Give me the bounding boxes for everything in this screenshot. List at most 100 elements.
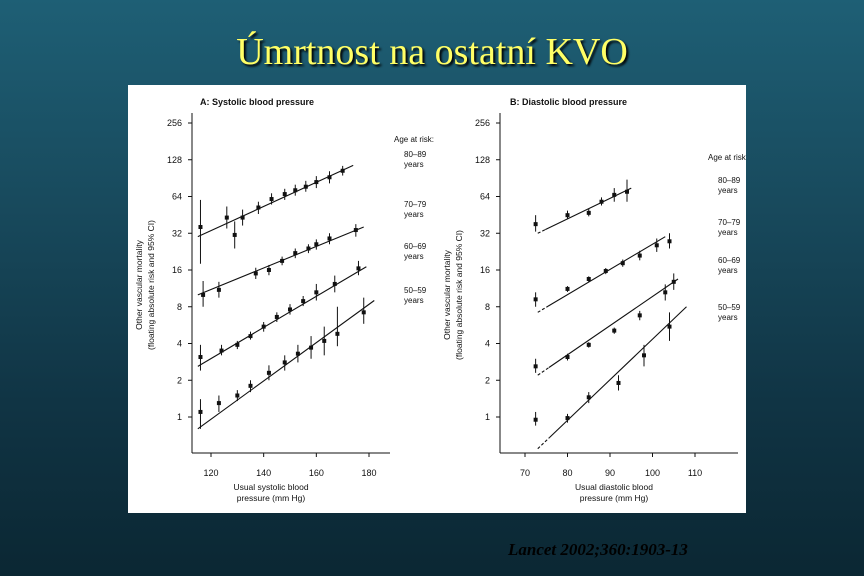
chart2-ytick-label: 16 [480, 265, 490, 275]
chart1-series2-point [216, 287, 221, 292]
chart1-series3-point [332, 281, 337, 286]
chart2-series1-point [586, 210, 591, 215]
chart2-series3-fit-line [548, 278, 679, 368]
chart1-series1-point [256, 205, 261, 210]
chart2-series1-point [565, 213, 570, 218]
chart1-series2-point [314, 242, 319, 247]
chart2-xlabel-line2: pressure (mm Hg) [580, 493, 649, 503]
chart2-series1-point [599, 199, 604, 204]
chart2-ytick-label: 64 [480, 192, 490, 202]
chart1-ytick-label: 128 [167, 155, 182, 165]
chart2-series3-point [533, 364, 538, 369]
chart2-series1-legend-label: 80–89 [718, 176, 741, 185]
chart1-ylabel-line1: Other vascular mortality [134, 239, 144, 329]
chart2-series4-point [667, 324, 672, 329]
chart1-series4-fit-line [197, 300, 375, 430]
chart2-series2-point [637, 253, 642, 258]
chart1-xtick-label: 160 [309, 468, 324, 478]
chart2-ylabel-line2: (floating absolute risk and 95% CI) [454, 230, 464, 360]
chart2-series2-point [620, 261, 625, 266]
chart1-series2-point [327, 236, 332, 241]
chart1-ytick-label: 2 [177, 375, 182, 385]
chart1-series3-point [356, 266, 361, 271]
chart2-series1-legend-unit: years [718, 186, 738, 195]
chart2-series4-fit-dashed [537, 436, 551, 450]
chart2-series3-point [671, 279, 676, 284]
chart2-series3-point [612, 328, 617, 333]
chart1-series3-point [219, 348, 224, 353]
chart1-series2-point [253, 271, 258, 276]
chart1-series1-point [224, 215, 229, 220]
chart1-series1-point [340, 168, 345, 173]
chart2-series2-fit-dashed [537, 305, 549, 313]
chart1-series4-point [198, 409, 203, 414]
chart1-series4-point [235, 393, 240, 398]
chart1-ytick-label: 8 [177, 302, 182, 312]
chart1-series3-point [274, 314, 279, 319]
chart1-ytick-label: 16 [172, 265, 182, 275]
chart2-series4-point [533, 417, 538, 422]
slide-title: Úmrtnost na ostatní KVO [236, 31, 628, 73]
chart2-series4-legend-unit: years [718, 313, 738, 322]
chart2-series4-legend-label: 50–59 [718, 303, 741, 312]
chart1-series4-point [335, 331, 340, 336]
chart2-xtick-label: 70 [520, 468, 530, 478]
chart2-series1-point [612, 192, 617, 197]
chart1-series1-fit-line [197, 164, 354, 238]
chart1-series2-point [266, 268, 271, 272]
chart2-series2-point [565, 286, 570, 291]
chart2-series2-point [586, 277, 591, 282]
chart2-series3-point [586, 342, 591, 347]
chart1-series1-point [269, 197, 274, 202]
chart1-xlabel-line2: pressure (mm Hg) [237, 493, 306, 503]
chart1-series4-point [266, 370, 271, 375]
chart2-series4-point [565, 416, 570, 421]
chart1-series4-point [361, 310, 366, 315]
chart2-series2-point [654, 243, 659, 248]
chart1-series1-point [303, 184, 308, 189]
chart1-series3-point [301, 299, 306, 304]
chart1-ylabel-line2: (floating absolute risk and 95% CI) [146, 220, 156, 350]
chart1-ytick-label: 4 [177, 339, 182, 349]
chart2-series2-point [667, 239, 672, 244]
chart1-xtick-label: 120 [203, 468, 218, 478]
chart1-title: A: Systolic blood pressure [200, 97, 314, 107]
chart2-series3-point [637, 313, 642, 318]
chart2-series4-fit-line [549, 306, 687, 438]
chart1-series2-point [232, 232, 237, 237]
chart1-series4-legend-unit: years [404, 296, 424, 305]
chart1-series3-point [198, 355, 203, 360]
chart1-series3-fit-line [197, 266, 367, 367]
chart2-legend-title: Age at risk: [708, 153, 746, 162]
chart2-ytick-label: 4 [485, 339, 490, 349]
chart2-ytick-label: 32 [480, 228, 490, 238]
chart1-series4-point [322, 338, 327, 343]
chart2-xtick-label: 90 [605, 468, 615, 478]
chart1-series2-legend-unit: years [404, 210, 424, 219]
chart2-ytick-label: 128 [475, 155, 490, 165]
chart2-series3-legend-label: 60–69 [718, 256, 741, 265]
chart1-series3-point [261, 324, 266, 329]
chart1-series4-point [248, 383, 253, 388]
chart1-series1-point [282, 192, 287, 197]
chart1-series2-legend-label: 70–79 [404, 200, 427, 209]
chart2-ytick-label: 8 [485, 302, 490, 312]
chart1-ytick-label: 32 [172, 228, 182, 238]
chart2-series2-legend-unit: years [718, 228, 738, 237]
chart2-series1-fit-dashed [537, 229, 546, 234]
chart2-series1-point [533, 222, 538, 227]
chart1-series2-point [280, 258, 285, 263]
chart1-series3-point [248, 334, 253, 339]
chart1-series1-legend-label: 80–89 [404, 150, 427, 159]
chart1-series1-point [198, 225, 203, 230]
chart1-series2-point [293, 251, 298, 256]
chart1-series1-point [293, 188, 298, 193]
chart2-ytick-label: 2 [485, 375, 490, 385]
chart1-series1-legend-unit: years [404, 160, 424, 169]
chart2-ylabel-line1: Other vascular mortality [442, 249, 452, 339]
chart2-series2-point [533, 297, 538, 302]
chart1-ytick-label: 1 [177, 412, 182, 422]
chart1-series3-point [235, 342, 240, 347]
chart1-series1-point [240, 215, 245, 220]
chart2-series4-point [642, 353, 646, 358]
